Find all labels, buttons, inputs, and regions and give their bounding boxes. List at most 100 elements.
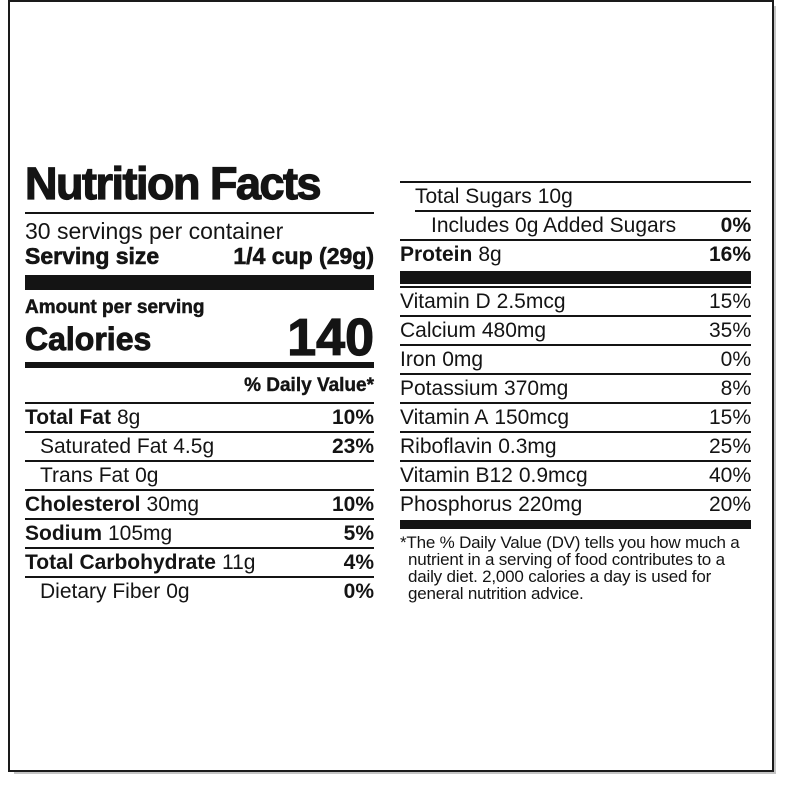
vitamin-row-vitamin-a: Vitamin A 150mcg 15% <box>400 402 751 431</box>
nutrient-dv: 16% <box>708 243 751 266</box>
nutrient-name: Includes 0g Added Sugars <box>400 215 676 236</box>
nutrient-row-added-sugars: Includes 0g Added Sugars 0% <box>400 212 751 239</box>
nutrient-amount: 8g <box>116 406 141 429</box>
nutrient-name: Cholesterol 30mg <box>25 494 199 515</box>
nutrient-name: Phosphorus 220mg <box>400 494 582 515</box>
nutrient-dv: 40% <box>708 464 751 487</box>
nutrient-row-cholesterol: Cholesterol 30mg 10% <box>25 489 374 518</box>
nutrient-name-label: Potassium <box>400 377 499 400</box>
nutrient-name: Total Carbohydrate 11g <box>25 552 255 573</box>
nutrient-name: Potassium 370mg <box>400 378 568 399</box>
nutrient-name-label: Total Sugars <box>415 185 532 208</box>
nutrient-name: Trans Fat 0g <box>25 465 158 486</box>
nutrient-amount: 220mg <box>518 493 583 516</box>
nutrient-amount: 4.5g <box>173 435 215 458</box>
calories-label: Calories <box>25 321 152 358</box>
nutrient-row-saturated-fat: Saturated Fat 4.5g 23% <box>25 431 374 460</box>
nutrient-name-label: Total Fat <box>25 406 111 429</box>
nutrient-name-label: Phosphorus <box>400 493 513 516</box>
nutrient-row-sodium: Sodium 105mg 5% <box>25 518 374 547</box>
vitamin-row-iron: Iron 0mg 0% <box>400 344 751 373</box>
nutrient-name-label: Calcium <box>400 319 476 342</box>
vitamin-row-potassium: Potassium 370mg 8% <box>400 373 751 402</box>
nutrient-name: Vitamin B12 0.9mcg <box>400 465 588 486</box>
nutrient-dv: 10% <box>331 493 374 516</box>
nutrient-amount: 0mg <box>442 348 484 371</box>
nutrient-name: Total Fat 8g <box>25 407 140 428</box>
calories-row: Calories 140 <box>25 311 375 364</box>
medium-bar <box>25 362 374 368</box>
serving-size-label: Serving size <box>25 243 160 269</box>
nutrient-name-label: Includes 0g Added Sugars <box>431 214 677 237</box>
nutrient-amount: 8g <box>478 243 502 266</box>
nutrient-amount: 0g <box>135 464 159 487</box>
nutrient-name: Total Sugars 10g <box>400 186 573 207</box>
thick-bar <box>25 275 374 290</box>
amount-per-serving-label: Amount per serving <box>25 297 205 318</box>
nutrient-name-label: Total Carbohydrate <box>25 551 216 574</box>
nutrient-row-protein: Protein 8g 16% <box>400 239 751 268</box>
servings-per-container: 30 servings per container <box>25 218 284 244</box>
vitamin-row-vitamin-d: Vitamin D 2.5mcg 15% <box>400 286 751 315</box>
vitamin-row-calcium: Calcium 480mg 35% <box>400 315 751 344</box>
label-right-column: Total Sugars 10g Includes 0g Added Sugars… <box>400 163 751 602</box>
nutrient-dv: 15% <box>708 290 751 313</box>
nutrient-name: Dietary Fiber 0g <box>25 581 190 602</box>
nutrient-row-total-carbohydrate: Total Carbohydrate 11g 4% <box>25 547 374 576</box>
nutrient-name-label: Vitamin D <box>400 290 491 313</box>
nutrient-amount: 10g <box>537 185 573 208</box>
nutrient-name-label: Trans Fat <box>40 464 130 487</box>
nutrient-amount: 480mg <box>481 319 547 342</box>
nutrient-name: Iron 0mg <box>400 349 483 370</box>
nutrient-name-label: Sodium <box>25 522 102 545</box>
divider <box>25 212 374 214</box>
nutrient-amount: 150mcg <box>494 406 570 429</box>
nutrient-dv: 0% <box>343 580 374 603</box>
nutrient-name-label: Saturated Fat <box>40 435 168 458</box>
nutrient-name-label: Vitamin B12 <box>400 464 513 487</box>
nutrient-name: Vitamin D 2.5mcg <box>400 291 566 312</box>
nutrient-dv: 0% <box>720 348 751 371</box>
nutrient-amount: 11g <box>221 551 256 574</box>
nutrient-name: Saturated Fat 4.5g <box>25 436 214 457</box>
nutrient-name-label: Cholesterol <box>25 493 141 516</box>
nutrient-amount: 0.3mg <box>498 435 557 458</box>
nutrient-name-label: Iron <box>400 348 437 371</box>
nutrient-dv: 10% <box>331 406 374 429</box>
vitamin-row-riboflavin: Riboflavin 0.3mg 25% <box>400 431 751 460</box>
daily-value-header: % Daily Value* <box>244 375 374 396</box>
nutrient-dv: 15% <box>708 406 751 429</box>
nutrient-name: Sodium 105mg <box>25 523 172 544</box>
nutrient-amount: 370mg <box>504 377 569 400</box>
serving-size-row: Serving size 1/4 cup (29g) <box>25 243 375 269</box>
nutrient-dv: 20% <box>708 493 751 516</box>
nutrient-name-label: Riboflavin <box>400 435 493 458</box>
nutrient-name: Riboflavin 0.3mg <box>400 436 557 457</box>
nutrient-name: Calcium 480mg <box>400 320 546 341</box>
vitamin-row-vitamin-b12: Vitamin B12 0.9mcg 40% <box>400 460 751 489</box>
daily-value-footnote: *The % Daily Value (DV) tells you how mu… <box>400 533 740 603</box>
nutrient-dv: 4% <box>343 551 374 574</box>
nutrient-dv: 35% <box>708 319 751 342</box>
nutrient-amount: 30mg <box>146 493 200 516</box>
label-frame <box>8 0 774 772</box>
thick-bar <box>400 520 751 529</box>
thick-bar <box>400 271 751 284</box>
nutrient-name-label: Dietary Fiber <box>40 580 161 603</box>
nutrient-name: Protein 8g <box>400 244 502 265</box>
nutrient-amount: 0g <box>166 580 190 603</box>
nutrient-amount: 105mg <box>108 522 173 545</box>
nutrient-amount: 2.5mcg <box>496 290 566 313</box>
nutrient-name-label: Vitamin A <box>400 406 489 429</box>
nutrient-dv: 23% <box>331 435 374 458</box>
nutrient-row-dietary-fiber: Dietary Fiber 0g 0% <box>25 576 374 605</box>
vitamin-row-phosphorus: Phosphorus 220mg 20% <box>400 489 751 518</box>
label-title: Nutrition Facts <box>24 158 322 209</box>
nutrient-name-label: Protein <box>400 243 473 266</box>
nutrient-dv: 0% <box>720 214 751 237</box>
nutrient-row-total-sugars: Total Sugars 10g <box>400 181 751 210</box>
serving-size-value: 1/4 cup (29g) <box>233 243 374 269</box>
nutrient-amount: 0.9mcg <box>518 464 588 487</box>
nutrient-name: Vitamin A 150mcg <box>400 407 569 428</box>
